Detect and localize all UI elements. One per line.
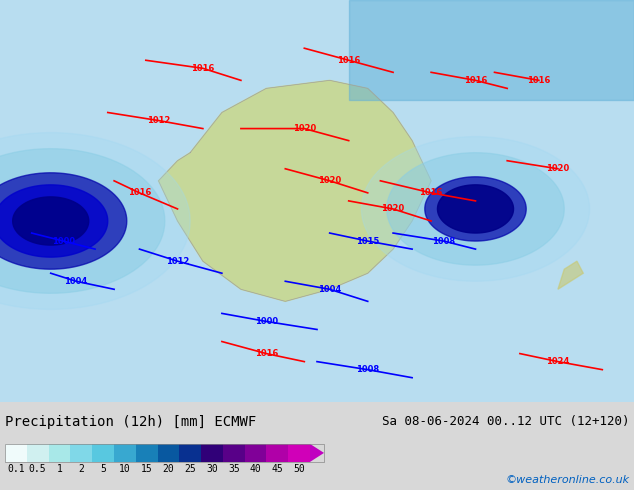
Text: 1020: 1020 xyxy=(547,164,569,173)
Polygon shape xyxy=(425,177,526,241)
Polygon shape xyxy=(0,185,108,257)
Text: 45: 45 xyxy=(271,464,283,474)
Polygon shape xyxy=(0,148,165,294)
Bar xyxy=(92,444,114,462)
Polygon shape xyxy=(349,0,634,100)
Text: 20: 20 xyxy=(162,464,174,474)
Text: 1016: 1016 xyxy=(527,76,550,85)
Text: 1016: 1016 xyxy=(464,76,487,85)
Polygon shape xyxy=(437,185,514,233)
Text: 40: 40 xyxy=(250,464,261,474)
Text: 50: 50 xyxy=(294,464,305,474)
Text: Precipitation (12h) [mm] ECMWF: Precipitation (12h) [mm] ECMWF xyxy=(5,415,256,429)
Text: ©weatheronline.co.uk: ©weatheronline.co.uk xyxy=(506,475,630,485)
Text: 1016: 1016 xyxy=(128,188,151,197)
Bar xyxy=(5,444,324,462)
Text: 1008: 1008 xyxy=(432,237,455,245)
Bar xyxy=(157,444,179,462)
Bar xyxy=(136,444,157,462)
Polygon shape xyxy=(13,197,89,245)
Text: 1015: 1015 xyxy=(356,237,379,245)
Bar xyxy=(245,444,266,462)
Text: 1016: 1016 xyxy=(191,64,214,73)
Text: 1024: 1024 xyxy=(547,357,569,366)
Text: 1004: 1004 xyxy=(65,277,87,286)
Text: 35: 35 xyxy=(228,464,240,474)
Bar xyxy=(27,444,49,462)
Text: 1008: 1008 xyxy=(356,365,379,374)
Bar xyxy=(70,444,92,462)
Text: 1016: 1016 xyxy=(420,188,443,197)
Text: 1000: 1000 xyxy=(52,237,75,245)
Bar xyxy=(223,444,245,462)
Text: 1016: 1016 xyxy=(255,349,278,358)
Text: 1004: 1004 xyxy=(318,285,341,294)
Text: 1020: 1020 xyxy=(382,204,404,214)
Text: 25: 25 xyxy=(184,464,196,474)
Bar xyxy=(114,444,136,462)
Polygon shape xyxy=(558,261,583,289)
Text: 5: 5 xyxy=(100,464,106,474)
Polygon shape xyxy=(387,153,564,265)
Text: 1000: 1000 xyxy=(255,317,278,326)
Text: 30: 30 xyxy=(206,464,218,474)
Text: 0.5: 0.5 xyxy=(29,464,46,474)
Bar xyxy=(49,444,70,462)
Bar xyxy=(288,444,310,462)
Text: 0.1: 0.1 xyxy=(7,464,25,474)
Bar xyxy=(179,444,201,462)
Polygon shape xyxy=(158,80,431,301)
Text: 1020: 1020 xyxy=(293,124,316,133)
Polygon shape xyxy=(361,137,590,281)
Text: 2: 2 xyxy=(79,464,84,474)
Bar xyxy=(201,444,223,462)
Bar xyxy=(266,444,288,462)
Text: 15: 15 xyxy=(141,464,153,474)
Polygon shape xyxy=(310,444,324,462)
Text: 1016: 1016 xyxy=(337,56,360,65)
Text: 1020: 1020 xyxy=(318,176,341,185)
Text: Sa 08-06-2024 00..12 UTC (12+120): Sa 08-06-2024 00..12 UTC (12+120) xyxy=(382,415,630,428)
Text: 1: 1 xyxy=(56,464,62,474)
Text: 1012: 1012 xyxy=(147,116,170,125)
Text: 1012: 1012 xyxy=(166,257,189,266)
Bar xyxy=(5,444,27,462)
Text: 10: 10 xyxy=(119,464,131,474)
Polygon shape xyxy=(0,173,127,269)
Polygon shape xyxy=(0,133,190,309)
